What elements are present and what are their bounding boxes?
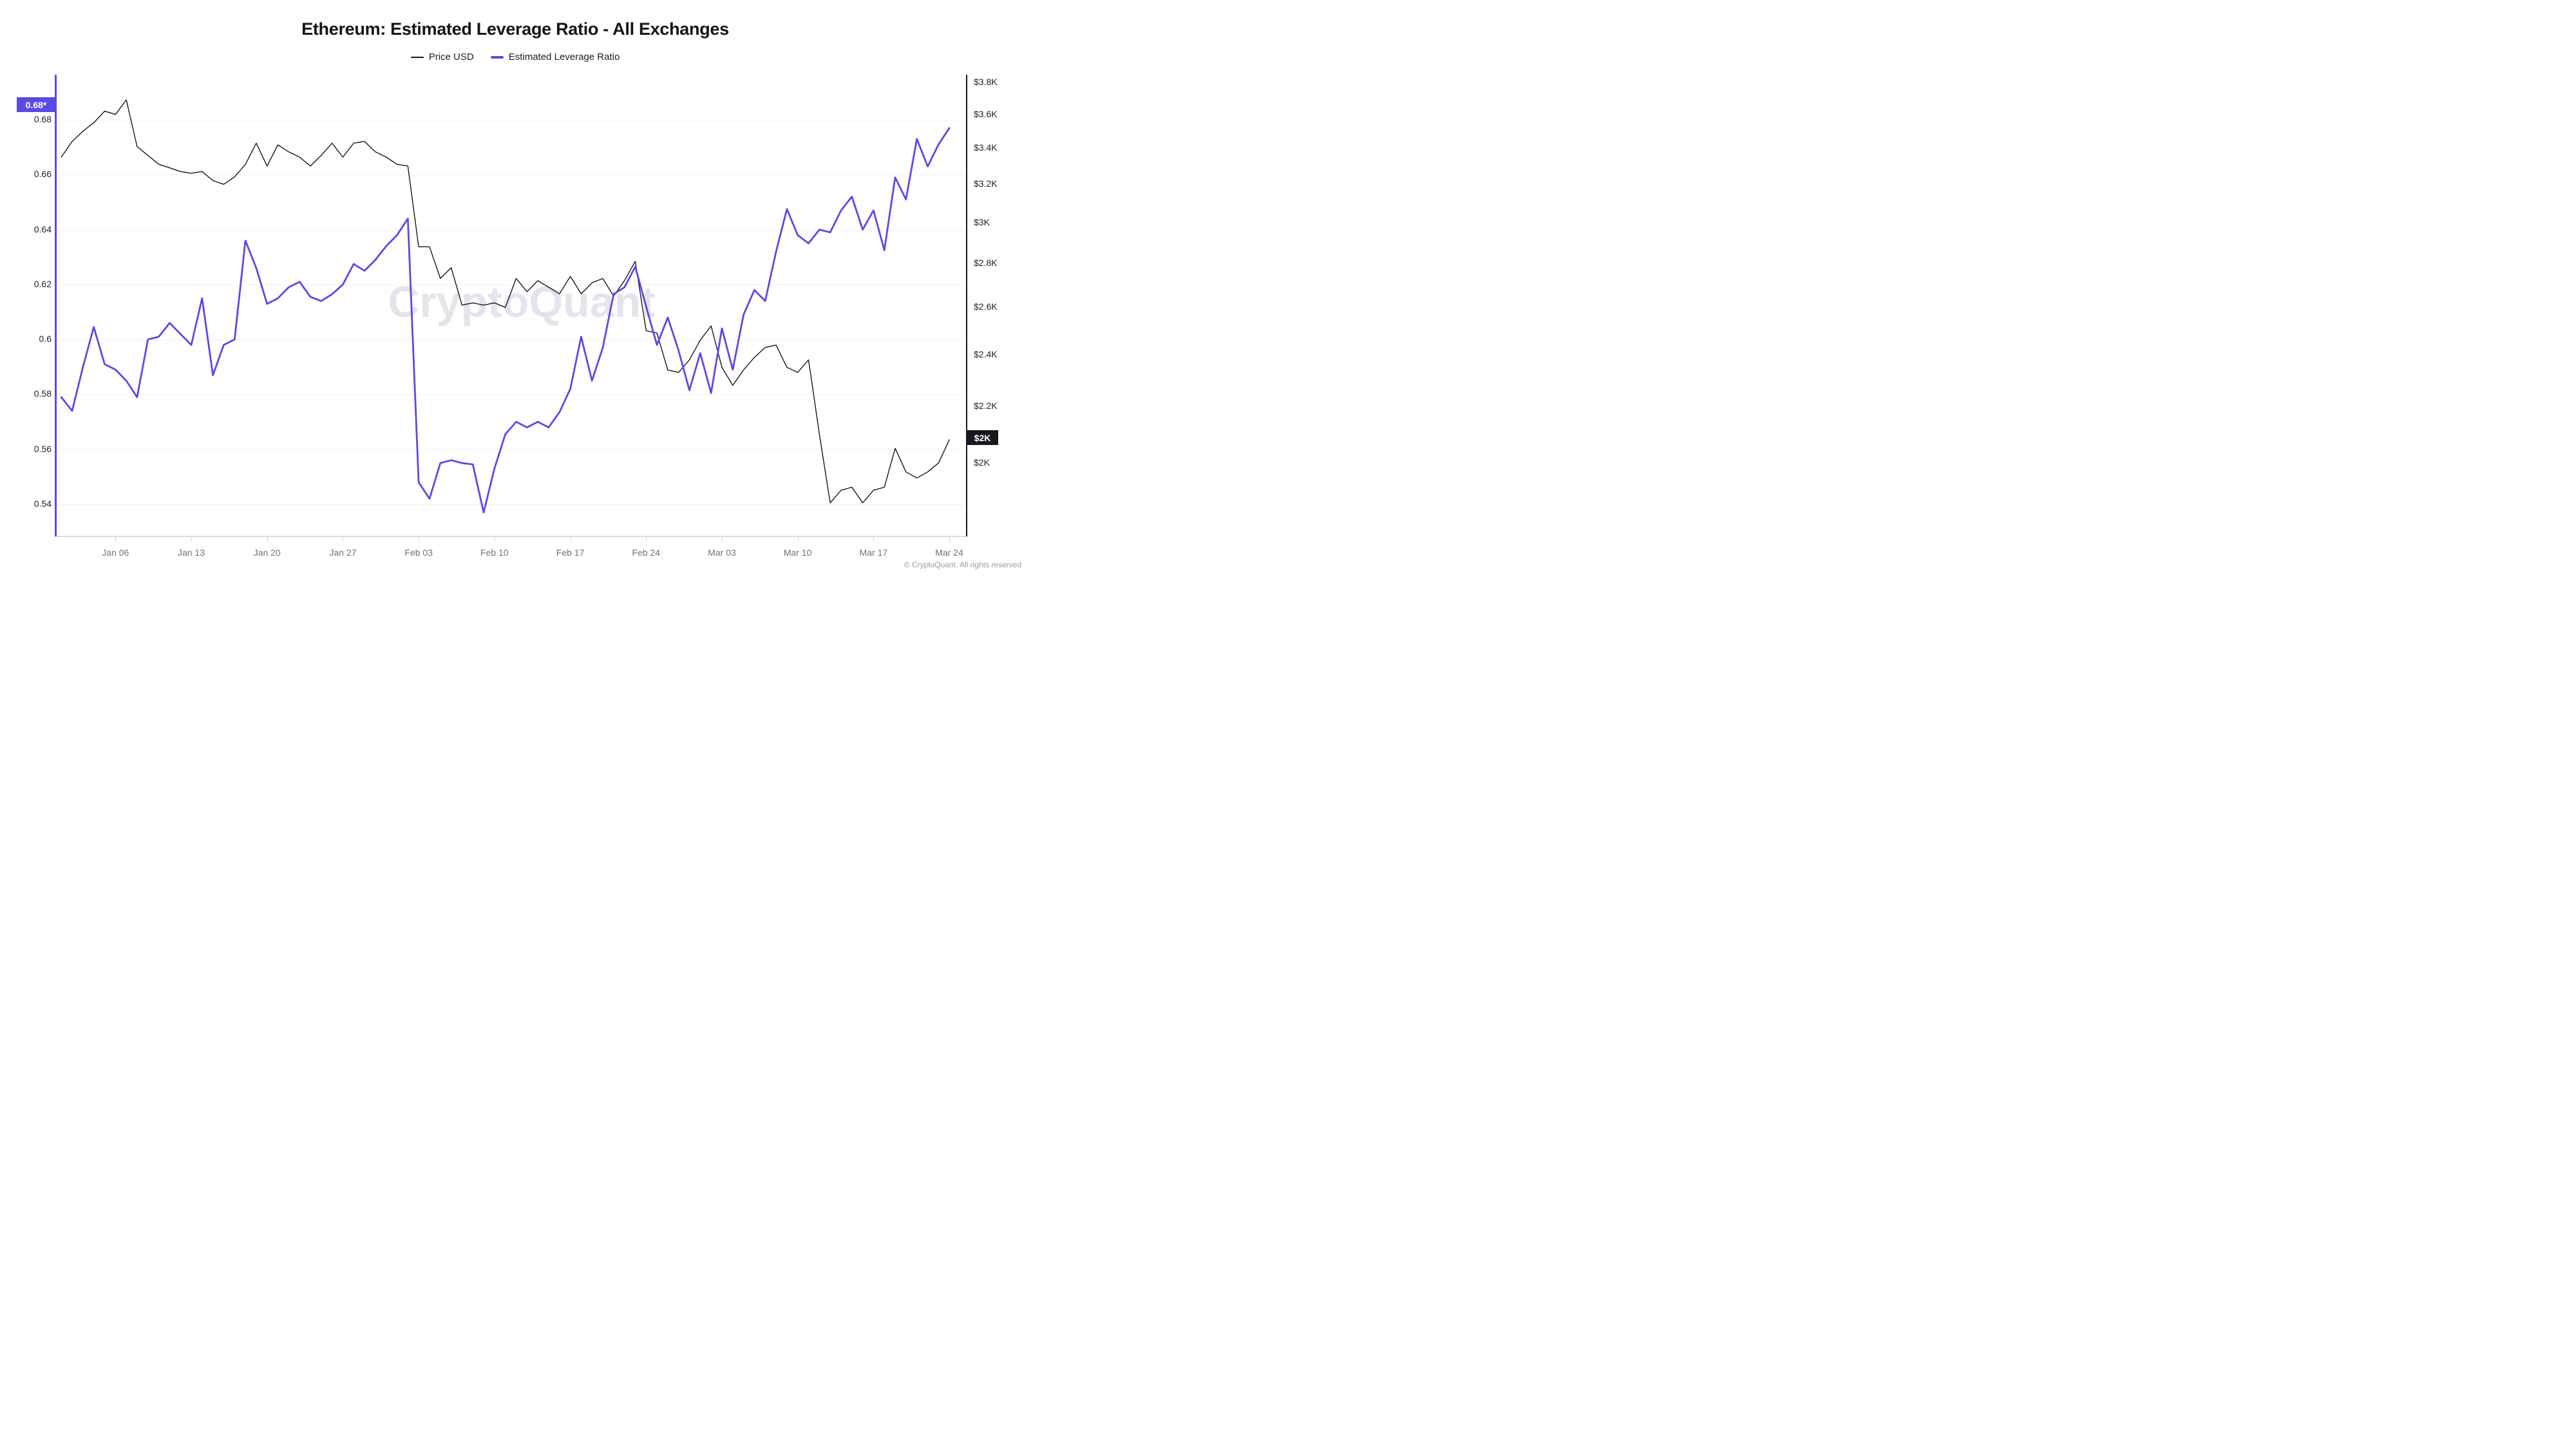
- right-axis-tick-label: $2.6K: [974, 301, 998, 312]
- right-axis-tick-label: $3.4K: [974, 142, 998, 153]
- right-axis-line: [966, 75, 967, 536]
- x-axis-tick-label: Feb 17: [556, 547, 585, 558]
- legend-item-price-usd[interactable]: Price USD: [410, 52, 474, 62]
- left-axis-tick-label: 0.64: [33, 223, 52, 234]
- x-axis-tick-label: Jan 27: [329, 547, 357, 558]
- x-axis-tick-label: Jan 20: [253, 547, 281, 558]
- x-axis-tick-mark: [646, 537, 647, 541]
- gridline: [55, 394, 967, 395]
- x-axis-tick-label: Jan 06: [102, 547, 129, 558]
- left-axis-tick-label: 0.58: [33, 388, 52, 399]
- gridline: [55, 229, 967, 231]
- copyright-footer: © CryptoQuant. All rights reserved: [904, 560, 1021, 569]
- right-axis-tick-label: $2.2K: [974, 401, 998, 412]
- x-axis-tick-label: Feb 03: [404, 547, 433, 558]
- x-axis-tick-mark: [267, 537, 268, 541]
- x-axis-tick-mark: [873, 537, 875, 541]
- right-axis-tick-label: $2.8K: [974, 258, 998, 269]
- estimated-leverage-ratio-line[interactable]: [60, 127, 951, 514]
- left-axis-tick-label: 0.68: [33, 114, 52, 124]
- legend-item-estimated-leverage-ratio[interactable]: Estimated Leverage Ratio: [490, 52, 620, 62]
- x-axis-tick-mark: [722, 537, 723, 541]
- x-axis-tick-label: Mar 10: [783, 547, 812, 558]
- x-axis-tick-mark: [797, 537, 799, 541]
- gridline: [55, 504, 967, 505]
- x-axis-tick-label: Mar 03: [708, 547, 736, 558]
- gridline: [55, 339, 967, 341]
- left-axis-line: [55, 75, 57, 536]
- left-axis-tick-label: 0.66: [33, 169, 52, 180]
- legend: Price USD Estimated Leverage Ratio: [0, 52, 1030, 62]
- right-axis-tick-label: $2K: [974, 457, 990, 468]
- right-axis-tick-label: $3K: [974, 216, 990, 227]
- price-usd-line[interactable]: [61, 99, 950, 504]
- line-chart[interactable]: [0, 0, 1030, 580]
- x-axis-tick-mark: [191, 537, 192, 541]
- price-line-swatch-icon: [410, 56, 424, 58]
- chart-card: Ethereum: Estimated Leverage Ratio - All…: [0, 0, 1030, 580]
- right-axis-tick-label: $3.8K: [974, 77, 998, 87]
- x-axis-tick-mark: [115, 537, 117, 541]
- x-axis-line: [55, 536, 967, 537]
- legend-label-price-usd: Price USD: [428, 52, 474, 62]
- left-axis-tick-label: 0.6: [39, 334, 52, 345]
- left-axis-tick-label: 0.54: [33, 498, 52, 509]
- plot-area[interactable]: CryptoQuant 0.68* $2K 0.68 0.66 0.64 0.62 0.…: [0, 0, 1030, 580]
- left-axis-tick-label: 0.56: [33, 443, 52, 454]
- right-axis-tick-label: $3.6K: [974, 108, 998, 119]
- elr-line-swatch-icon: [490, 55, 504, 59]
- chart-title: Ethereum: Estimated Leverage Ratio - All…: [301, 19, 729, 39]
- x-axis-tick-label: Mar 24: [935, 547, 963, 558]
- x-axis-tick-label: Jan 13: [177, 547, 205, 558]
- right-axis-tick-label: $2.4K: [974, 349, 998, 359]
- latest-price-badge: $2K: [967, 430, 998, 445]
- x-axis-tick-mark: [949, 537, 951, 541]
- legend-label-estimated-leverage-ratio: Estimated Leverage Ratio: [508, 52, 620, 62]
- x-axis-tick-label: Feb 10: [480, 547, 509, 558]
- latest-elr-badge: 0.68*: [17, 97, 55, 112]
- right-axis-tick-label: $3.2K: [974, 178, 998, 189]
- x-axis-tick-label: Mar 17: [859, 547, 888, 558]
- left-axis-tick-label: 0.62: [33, 278, 52, 289]
- x-axis-tick-label: Feb 24: [632, 547, 661, 558]
